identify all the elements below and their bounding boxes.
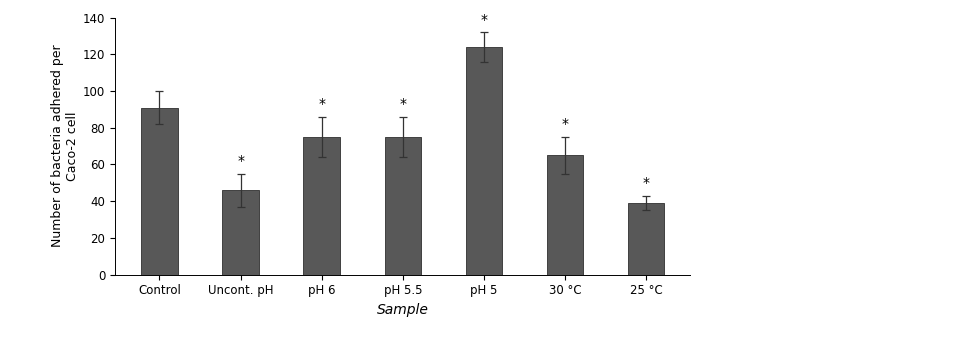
Bar <box>222 190 259 275</box>
Bar <box>628 203 665 275</box>
Bar <box>466 47 503 275</box>
Bar <box>141 108 177 275</box>
Bar <box>385 137 421 275</box>
Text: *: * <box>643 176 649 190</box>
Y-axis label: Number of bacteria adhered per
Caco-2 cell: Number of bacteria adhered per Caco-2 ce… <box>51 45 79 247</box>
Text: *: * <box>399 97 407 111</box>
Text: *: * <box>237 154 245 168</box>
Text: *: * <box>318 97 325 111</box>
Bar <box>547 155 583 275</box>
Text: *: * <box>561 118 569 131</box>
Bar <box>303 137 339 275</box>
Text: *: * <box>480 13 487 27</box>
X-axis label: Sample: Sample <box>377 303 429 317</box>
